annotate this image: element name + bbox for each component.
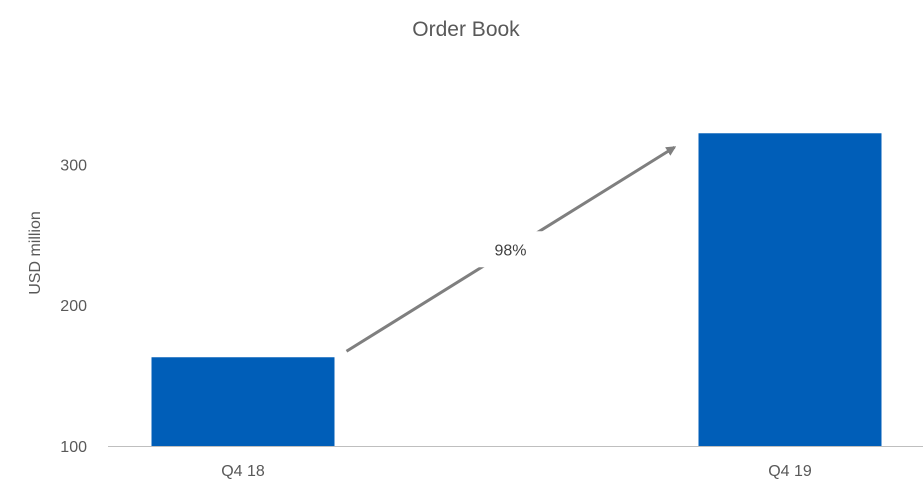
y-axis-label: USD million	[27, 211, 44, 295]
y-tick-label: 100	[60, 439, 87, 456]
chart-title: Order Book	[412, 18, 520, 41]
y-tick-label: 200	[60, 298, 87, 315]
growth-label-background	[468, 231, 553, 268]
y-tick-label: 300	[60, 157, 87, 174]
bar	[698, 133, 882, 446]
x-tick-label: Q4 19	[768, 463, 812, 480]
growth-label: 98%	[494, 242, 526, 259]
x-tick-label: Q4 18	[221, 463, 265, 480]
bar	[151, 357, 335, 446]
